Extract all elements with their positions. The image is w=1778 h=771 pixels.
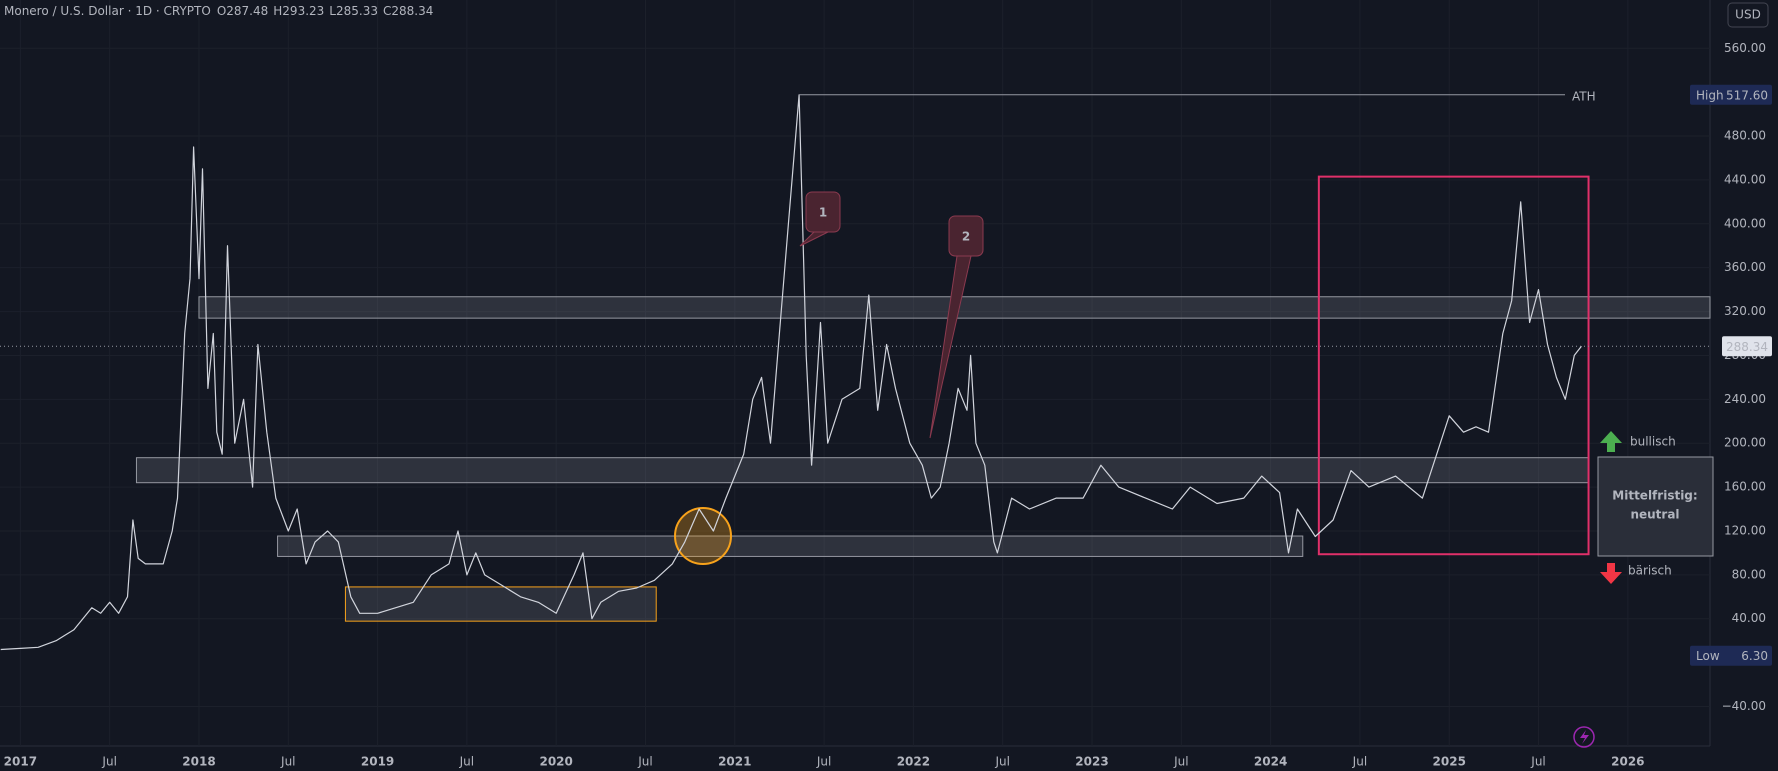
y-tick-label: 200.00 xyxy=(1724,436,1766,450)
y-tick-label: 40.00 xyxy=(1732,611,1766,625)
ath-label: ATH xyxy=(1572,89,1596,103)
y-tick-label: 120.00 xyxy=(1724,523,1766,537)
header: Monero / U.S. Dollar · 1D · CRYPTO O287.4… xyxy=(4,4,433,18)
x-tick-label: 2018 xyxy=(182,755,215,769)
x-tick-label: 2020 xyxy=(539,755,572,769)
zone xyxy=(1317,175,1590,556)
callout-box xyxy=(805,191,841,233)
x-tick-label: 2022 xyxy=(897,755,930,769)
down-arrow xyxy=(1600,563,1622,584)
ohlc-key: H xyxy=(273,4,282,18)
x-tick-label: 2026 xyxy=(1611,755,1644,769)
zone xyxy=(135,457,1590,484)
x-tick-label: 2017 xyxy=(4,755,37,769)
zone xyxy=(277,535,1304,557)
y-tick-label: 320.00 xyxy=(1724,304,1766,318)
ohlc-value: 285.33 xyxy=(336,4,378,18)
alert-icon[interactable] xyxy=(1573,726,1595,748)
y-tick-label: 160.00 xyxy=(1724,480,1766,494)
ohlc-key: C xyxy=(383,4,391,18)
alert-bolt xyxy=(1580,730,1589,744)
ohlc-key: O xyxy=(217,4,226,18)
ohlc-key: L xyxy=(329,4,336,18)
high-badge-label: High xyxy=(1696,88,1724,102)
x-tick-label: Jul xyxy=(637,755,652,769)
currency-box[interactable] xyxy=(1727,2,1769,28)
y-tick-label: 400.00 xyxy=(1724,216,1766,230)
callout-label: 1 xyxy=(819,206,827,220)
x-tick-label: Jul xyxy=(1530,755,1545,769)
x-tick-label: Jul xyxy=(459,755,474,769)
chart-title: Monero / U.S. Dollar · 1D · CRYPTO xyxy=(4,4,211,18)
highlight-circle xyxy=(674,507,732,565)
outlook-label: Mittelfristig: xyxy=(1612,489,1697,503)
outlook-box xyxy=(1597,456,1714,557)
y-tick-label: 480.00 xyxy=(1724,129,1766,143)
up-arrow xyxy=(1600,431,1622,452)
outlook-label: neutral xyxy=(1630,508,1679,522)
bearish-label: bärisch xyxy=(1628,564,1672,578)
x-tick-label: Jul xyxy=(816,755,831,769)
y-tick-label: 440.00 xyxy=(1724,172,1766,186)
bullish-label: bullisch xyxy=(1630,435,1676,449)
low-badge-value: 6.30 xyxy=(1741,649,1768,663)
last-price-label: 288.34 xyxy=(1726,340,1768,354)
x-tick-label: Jul xyxy=(994,755,1009,769)
y-tick-label: 560.00 xyxy=(1724,41,1766,55)
callout-label: 2 xyxy=(962,230,970,244)
x-tick-label: Jul xyxy=(280,755,295,769)
zone xyxy=(344,586,657,622)
low-badge xyxy=(1690,645,1772,666)
x-tick-label: 2025 xyxy=(1433,755,1466,769)
x-tick-label: 2019 xyxy=(361,755,394,769)
x-tick-label: 2024 xyxy=(1254,755,1287,769)
price-axis xyxy=(1710,0,1778,771)
ohlc-value: 288.34 xyxy=(391,4,433,18)
last-price-badge xyxy=(1722,336,1772,357)
ohlc-value: 293.23 xyxy=(282,4,324,18)
y-tick-label: 80.00 xyxy=(1732,567,1766,581)
x-tick-label: 2023 xyxy=(1075,755,1108,769)
x-tick-label: Jul xyxy=(1173,755,1188,769)
x-tick-label: Jul xyxy=(101,755,116,769)
y-tick-label: 240.00 xyxy=(1724,392,1766,406)
high-badge xyxy=(1690,84,1772,105)
x-tick-label: Jul xyxy=(1352,755,1367,769)
y-tick-label: 360.00 xyxy=(1724,260,1766,274)
currency: USD xyxy=(1735,8,1761,22)
low-badge-label: Low xyxy=(1696,649,1720,663)
y-tick-label: −40.00 xyxy=(1722,699,1766,713)
x-tick-label: 2021 xyxy=(718,755,751,769)
price-line xyxy=(0,94,1582,651)
ohlc-value: 287.48 xyxy=(226,4,268,18)
high-badge-value: 517.60 xyxy=(1726,88,1768,102)
callout-box xyxy=(948,215,984,257)
